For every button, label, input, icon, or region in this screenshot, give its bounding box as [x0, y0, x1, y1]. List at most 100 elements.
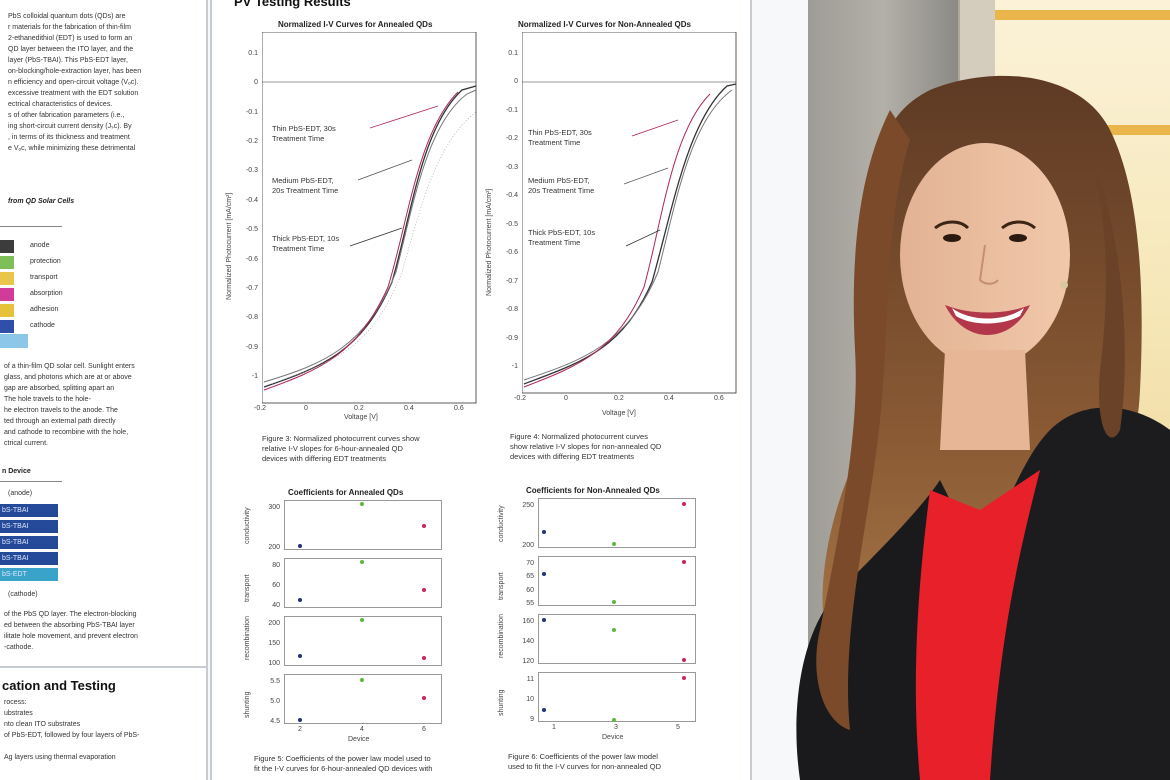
intro-line: PbS colloidal quantum dots (QDs) are: [8, 13, 126, 20]
nonannealed-xlabel: Voltage [V]: [602, 410, 636, 417]
coef-dot: [422, 588, 426, 592]
legend-swatch: [0, 256, 14, 269]
nonannealed-coef-title: Coefficients for Non-Annealed QDs: [526, 486, 660, 495]
legend-swatch: [0, 272, 14, 285]
curve-annotation: Medium PbS-EDT,: [272, 176, 334, 185]
figure-text-line: of a thin-film QD solar cell. Sunlight e…: [4, 363, 135, 370]
y-tick: 0: [254, 79, 258, 87]
coef-plot: [284, 674, 442, 724]
device-layer: bS-TBAI: [0, 504, 58, 517]
coef-dot: [682, 676, 686, 680]
y-tick: -0.9: [245, 343, 258, 351]
figure-caption: devices with differing EDT treatments: [262, 454, 386, 463]
curve-annotation: Medium PbS-EDT,: [528, 176, 590, 185]
coef-x-tick: 1: [552, 724, 556, 731]
device-cathode-label: (cathode): [8, 591, 38, 598]
figure-text-line: glass, and photons which are at or above: [4, 374, 132, 381]
poster-left-panel: PbS colloidal quantum dots (QDs) are r ma…: [0, 0, 208, 668]
annealed-ylabel: Normalized Photocurrent [mA/cm²]: [226, 192, 233, 300]
intro-line: on-blocking/hole-extraction layer, has b…: [8, 68, 142, 75]
coef-dot: [298, 718, 302, 722]
curve-annotation: Thick PbS-EDT, 10s: [272, 234, 340, 243]
coef-dot: [682, 658, 686, 662]
coef-y-tick: 5.0: [270, 698, 280, 705]
device-layer: bS-EDT: [0, 568, 58, 581]
x-tick: 0.4: [664, 395, 674, 402]
y-tick: -0.7: [245, 284, 258, 292]
coef-row-label: transport: [498, 572, 505, 600]
research-poster: PbS colloidal quantum dots (QDs) are r ma…: [0, 0, 808, 780]
coef-y-tick: 11: [526, 676, 534, 683]
coef-caption: Figure 5: Coefficients of the power law …: [254, 754, 431, 763]
coef-x-tick: 5: [676, 724, 680, 731]
intro-line: s of other fabrication parameters (i.e.,: [8, 112, 125, 119]
x-tick: 0.6: [714, 395, 724, 402]
coef-dot: [612, 628, 616, 632]
coef-x-tick: 2: [298, 726, 302, 733]
intro-line: QD layer between the ITO layer, and the: [8, 46, 134, 53]
y-tick: -0.2: [245, 138, 258, 146]
figure-caption: Figure 4: Normalized photocurrent curves: [510, 432, 648, 441]
intro-line: excessive treatment with the EDT solutio…: [8, 90, 139, 97]
coef-row-label: shunting: [244, 691, 251, 718]
y-tick: -0.7: [505, 277, 518, 285]
figure-caption: relative I-V slopes for 6-hour-annealed …: [262, 444, 403, 453]
coef-row-label: recombination: [498, 614, 505, 658]
legend-label: adhesion: [30, 306, 59, 313]
legend-label: anode: [30, 242, 50, 249]
coef-dot: [542, 572, 546, 576]
figure-text-line: and cathode to recombine with the hole,: [4, 429, 129, 436]
fab-line: rocess:: [4, 699, 27, 706]
coef-y-tick: 60: [272, 582, 280, 589]
device-layer: bS-TBAI: [0, 552, 58, 565]
x-tick: 0.6: [454, 405, 464, 412]
x-tick: -0.2: [254, 405, 267, 412]
curve-annotation: Treatment Time: [528, 138, 581, 147]
coef-dot: [360, 502, 364, 506]
y-tick: -0.2: [505, 135, 518, 143]
curve-annotation: Treatment Time: [272, 134, 325, 143]
coef-y-tick: 200: [268, 620, 280, 627]
coef-dot: [612, 718, 616, 722]
curve-annotation: Thick PbS-EDT, 10s: [528, 228, 596, 237]
coef-y-tick: 5.5: [270, 678, 280, 685]
y-tick: -0.8: [245, 314, 258, 322]
fab-line: nto clean ITO substrates: [4, 721, 81, 728]
device-text-line: of the PbS QD layer. The electron-blocki…: [4, 611, 137, 618]
coef-y-tick: 200: [522, 542, 534, 549]
nonannealed-ylabel: Normalized Photocurrent [mA/cm²]: [486, 188, 493, 296]
curve-annotation: Thin PbS-EDT, 30s: [272, 124, 336, 133]
y-tick: -0.6: [505, 249, 518, 257]
nonannealed-iv-plot: [522, 32, 737, 394]
x-tick: 0: [564, 395, 568, 402]
coef-y-tick: 65: [526, 573, 534, 581]
coef-y-tick: 80: [272, 562, 280, 569]
results-heading: PV Testing Results: [234, 0, 351, 9]
coef-dot: [298, 544, 302, 548]
coef-caption: Figure 6: Coefficients of the power law …: [508, 752, 658, 761]
y-tick: -0.3: [505, 163, 518, 171]
coef-y-tick: 55: [526, 600, 534, 607]
coef-plot: [538, 556, 696, 606]
coef-y-tick: 10: [526, 696, 534, 703]
y-tick: -0.8: [505, 306, 518, 314]
coef-dot: [612, 542, 616, 546]
fab-line: of PbS-EDT, followed by four layers of P…: [4, 732, 140, 739]
device-heading: n Device: [2, 468, 31, 475]
coef-y-tick: 250: [522, 502, 534, 509]
annealed-coef-title: Coefficients for Annealed QDs: [288, 488, 404, 497]
annealed-iv-plot: [262, 32, 477, 404]
device-text-line: ed between the absorbing PbS-TBAI layer: [4, 622, 135, 629]
legend-swatch: [0, 320, 14, 333]
y-tick: -0.5: [245, 226, 258, 234]
coef-dot: [360, 678, 364, 682]
coef-plot: [538, 672, 696, 722]
legend-label: transport: [30, 274, 58, 281]
coef-caption: fit the I-V curves for 6-hour-annealed Q…: [254, 764, 433, 773]
x-tick: -0.2: [514, 395, 527, 402]
coef-xlabel: Device: [602, 734, 624, 741]
annealed-iv-title: Normalized I-V Curves for Annealed QDs: [278, 20, 433, 29]
y-tick: -0.6: [245, 255, 258, 263]
coef-row-label: transport: [244, 574, 251, 602]
coef-dot: [542, 618, 546, 622]
